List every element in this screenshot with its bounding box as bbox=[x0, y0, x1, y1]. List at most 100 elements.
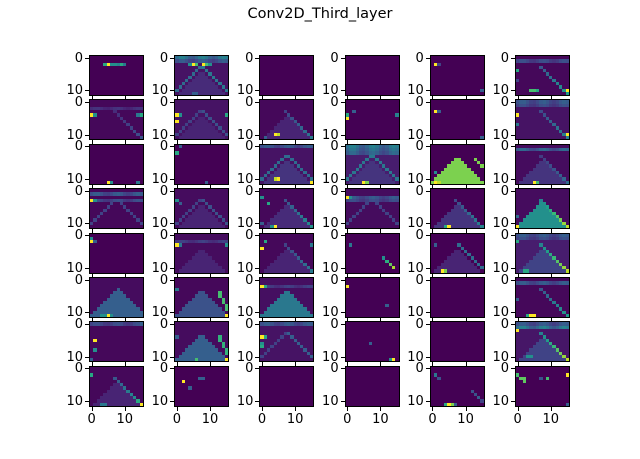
y-tick-mark bbox=[425, 356, 430, 358]
y-tick-label: 10 bbox=[66, 216, 83, 232]
y-tick-mark bbox=[85, 267, 89, 269]
y-tick-label: 0 bbox=[330, 361, 339, 377]
y-tick-label: 0 bbox=[500, 228, 509, 244]
x-tick-label: 0 bbox=[87, 411, 96, 427]
x-tick-mark bbox=[550, 140, 552, 145]
y-tick-mark bbox=[255, 134, 260, 136]
y-tick-label: 0 bbox=[500, 317, 509, 333]
y-tick-label: 0 bbox=[74, 95, 83, 111]
feature-map-panel bbox=[89, 277, 144, 318]
x-tick-mark bbox=[517, 362, 519, 367]
y-tick-label: 0 bbox=[159, 50, 169, 66]
y-tick-label: 10 bbox=[407, 171, 424, 187]
y-tick-label: 0 bbox=[415, 95, 424, 111]
feature-map-panel bbox=[259, 99, 315, 141]
y-tick-mark bbox=[340, 57, 345, 59]
y-tick-mark bbox=[511, 267, 515, 269]
y-tick-mark bbox=[170, 312, 175, 314]
y-tick-mark bbox=[255, 178, 260, 180]
x-tick-mark bbox=[550, 362, 552, 367]
y-tick-mark bbox=[425, 57, 430, 59]
y-tick-mark bbox=[85, 235, 89, 237]
feature-map-panel bbox=[89, 143, 144, 185]
y-tick-label: 0 bbox=[330, 183, 339, 199]
y-tick-label: 10 bbox=[151, 127, 169, 143]
y-tick-label: 0 bbox=[500, 361, 509, 377]
y-tick-label: 10 bbox=[407, 349, 424, 365]
feature-map-panel bbox=[344, 321, 400, 363]
y-tick-label: 0 bbox=[330, 272, 339, 288]
feature-map-panel bbox=[89, 55, 144, 96]
y-tick-label: 0 bbox=[415, 139, 424, 155]
x-tick-mark bbox=[209, 229, 211, 234]
x-tick-mark bbox=[465, 184, 467, 189]
x-tick-label: 10 bbox=[201, 411, 219, 427]
x-tick-mark bbox=[347, 273, 349, 278]
feature-map-panel bbox=[174, 55, 230, 96]
x-tick-mark bbox=[347, 184, 349, 189]
y-tick-mark bbox=[511, 279, 515, 281]
y-tick-mark bbox=[85, 178, 89, 180]
y-tick-mark bbox=[255, 57, 260, 59]
x-tick-mark bbox=[465, 362, 467, 367]
y-tick-mark bbox=[85, 223, 89, 225]
y-tick-mark bbox=[511, 90, 515, 92]
y-tick-mark bbox=[425, 190, 430, 192]
y-tick-mark bbox=[170, 57, 175, 59]
feature-map-panel bbox=[89, 188, 144, 230]
y-tick-label: 0 bbox=[500, 272, 509, 288]
y-tick-label: 0 bbox=[159, 95, 169, 111]
y-tick-mark bbox=[511, 57, 515, 59]
y-tick-label: 0 bbox=[330, 317, 339, 333]
y-tick-label: 10 bbox=[322, 83, 339, 99]
y-tick-label: 0 bbox=[245, 139, 254, 155]
y-tick-mark bbox=[170, 235, 175, 237]
x-tick-mark bbox=[176, 184, 178, 189]
x-tick-mark bbox=[176, 96, 178, 100]
x-tick-label: 10 bbox=[372, 411, 389, 427]
x-tick-mark bbox=[91, 406, 93, 411]
x-tick-mark bbox=[380, 362, 382, 367]
x-tick-label: 10 bbox=[542, 411, 560, 427]
y-tick-label: 10 bbox=[322, 393, 339, 409]
x-tick-mark bbox=[91, 140, 93, 145]
x-tick-mark bbox=[432, 273, 434, 278]
feature-map-panel bbox=[259, 188, 315, 230]
x-tick-mark bbox=[517, 184, 519, 189]
y-tick-label: 0 bbox=[159, 139, 169, 155]
y-tick-label: 0 bbox=[415, 183, 424, 199]
y-tick-mark bbox=[85, 279, 89, 281]
x-tick-mark bbox=[124, 406, 126, 411]
y-tick-label: 10 bbox=[492, 83, 509, 99]
x-tick-mark bbox=[295, 273, 297, 278]
y-tick-mark bbox=[511, 146, 515, 148]
x-tick-mark bbox=[91, 184, 93, 189]
y-tick-mark bbox=[170, 356, 175, 358]
y-tick-mark bbox=[85, 368, 89, 370]
y-tick-label: 0 bbox=[74, 228, 83, 244]
y-tick-label: 10 bbox=[151, 216, 169, 232]
x-tick-mark bbox=[347, 229, 349, 234]
x-tick-mark bbox=[432, 362, 434, 367]
y-tick-label: 0 bbox=[74, 183, 83, 199]
x-tick-mark bbox=[124, 229, 126, 234]
y-tick-mark bbox=[425, 235, 430, 237]
y-tick-label: 10 bbox=[66, 349, 83, 365]
x-tick-label: 10 bbox=[457, 411, 474, 427]
y-tick-mark bbox=[255, 90, 260, 92]
x-tick-mark bbox=[517, 229, 519, 234]
x-tick-mark bbox=[432, 184, 434, 189]
feature-map-panel bbox=[344, 232, 400, 274]
y-tick-label: 10 bbox=[407, 393, 424, 409]
y-tick-mark bbox=[340, 324, 345, 326]
feature-map-panel bbox=[344, 188, 400, 230]
x-tick-mark bbox=[91, 318, 93, 322]
y-tick-label: 10 bbox=[151, 171, 169, 187]
feature-map-panel bbox=[174, 99, 230, 141]
y-tick-label: 10 bbox=[236, 216, 254, 232]
feature-map-panel bbox=[174, 143, 230, 185]
feature-map-panel bbox=[429, 277, 485, 318]
y-tick-label: 10 bbox=[151, 393, 169, 409]
y-tick-mark bbox=[85, 356, 89, 358]
y-tick-label: 0 bbox=[245, 272, 254, 288]
